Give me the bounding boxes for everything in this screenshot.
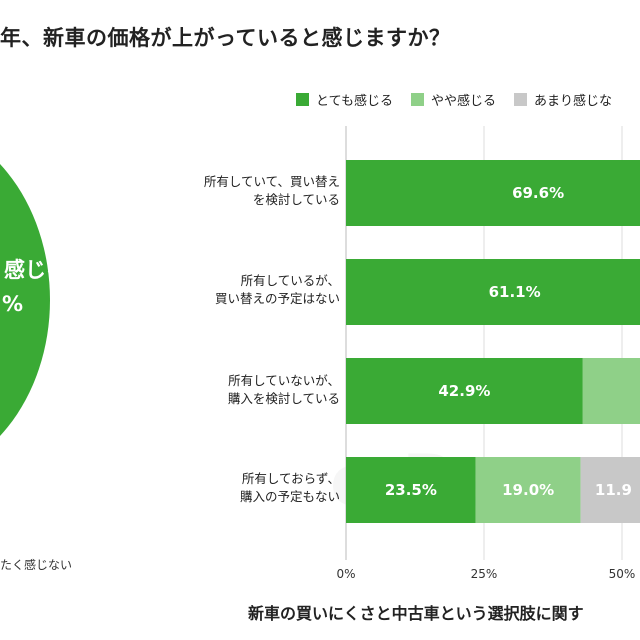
category-label-2-line1: 所有していないが、 bbox=[228, 373, 340, 388]
pie-chart: 感じる % たく感じない bbox=[0, 0, 200, 640]
bar-2-rest bbox=[582, 358, 640, 424]
category-label-1-line2: 買い替えの予定はない bbox=[214, 291, 340, 306]
bar-1-0 bbox=[346, 259, 640, 325]
bar-label-3-0: 23.5% bbox=[385, 481, 437, 499]
legend-label-2: あまり感じな bbox=[533, 93, 612, 109]
chart-title: 年、新車の価格が上がっていると感じますか？ bbox=[0, 26, 451, 50]
category-label-3-line2: 購入の予定もない bbox=[239, 489, 340, 504]
legend-swatch-1 bbox=[410, 92, 424, 106]
pie-label-line2: % bbox=[2, 292, 24, 316]
category-label-3-line1: 所有しておらず、 bbox=[241, 471, 340, 486]
x-tick-label-1: 25% bbox=[471, 567, 498, 581]
x-tick-label-0: 0% bbox=[336, 567, 355, 581]
legend-item-1: やや感じる bbox=[410, 90, 496, 109]
bar-3-2 bbox=[580, 457, 640, 523]
legend: とても感じる やや感じる あまり感じな bbox=[296, 90, 630, 109]
legend-label-1: やや感じる bbox=[430, 93, 496, 109]
x-tick-label-2: 50% bbox=[609, 567, 636, 581]
category-label-1-line1: 所有しているが、 bbox=[240, 273, 340, 288]
category-label-3: 所有しておらず、 購入の予定もない bbox=[150, 470, 340, 506]
category-label-2-line2: 購入を検討している bbox=[227, 391, 340, 406]
category-label-1: 所有しているが、 買い替えの予定はない bbox=[150, 272, 340, 308]
bar-label-0-0: 69.6% bbox=[512, 184, 564, 202]
legend-item-0: とても感じる bbox=[296, 90, 393, 109]
bar-3-1 bbox=[475, 457, 581, 523]
chart-subtitle: 新車の買いにくさと中古車という選択肢に関す bbox=[248, 604, 584, 623]
legend-swatch-0 bbox=[296, 92, 309, 106]
bar-label-1-0: 61.1% bbox=[489, 283, 541, 301]
bar-label-2-0: 42.9% bbox=[438, 382, 490, 400]
bar-label-3-1: 19.0% bbox=[502, 481, 554, 499]
pie-svg bbox=[0, 164, 50, 436]
pie-label-line1: 感じる bbox=[4, 258, 67, 282]
category-label-0-line2: を検討している bbox=[252, 192, 340, 207]
category-label-0-line1: 所有していて、買い替え bbox=[203, 174, 340, 189]
legend-swatch-2 bbox=[513, 92, 527, 106]
pie-slice-main bbox=[0, 164, 50, 436]
category-label-0: 所有していて、買い替え を検討している bbox=[150, 173, 340, 209]
bar-label-3-2: 11.9 bbox=[595, 481, 632, 499]
bar-2-0 bbox=[346, 358, 583, 424]
category-label-2: 所有していないが、 購入を検討している bbox=[150, 372, 340, 408]
pie-footer-label: たく感じない bbox=[0, 558, 73, 572]
bar-0-0 bbox=[346, 160, 640, 226]
legend-item-2: あまり感じな bbox=[513, 90, 612, 109]
legend-label-0: とても感じる bbox=[316, 93, 393, 109]
bar-3-0 bbox=[346, 457, 476, 523]
